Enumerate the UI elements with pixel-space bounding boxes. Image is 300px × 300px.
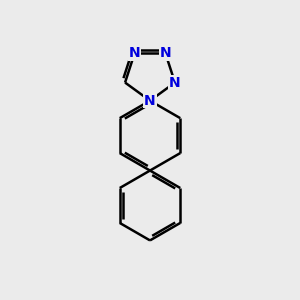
Text: N: N [129,46,140,60]
Text: N: N [160,46,171,60]
Text: N: N [144,94,156,108]
Text: N: N [169,76,181,90]
